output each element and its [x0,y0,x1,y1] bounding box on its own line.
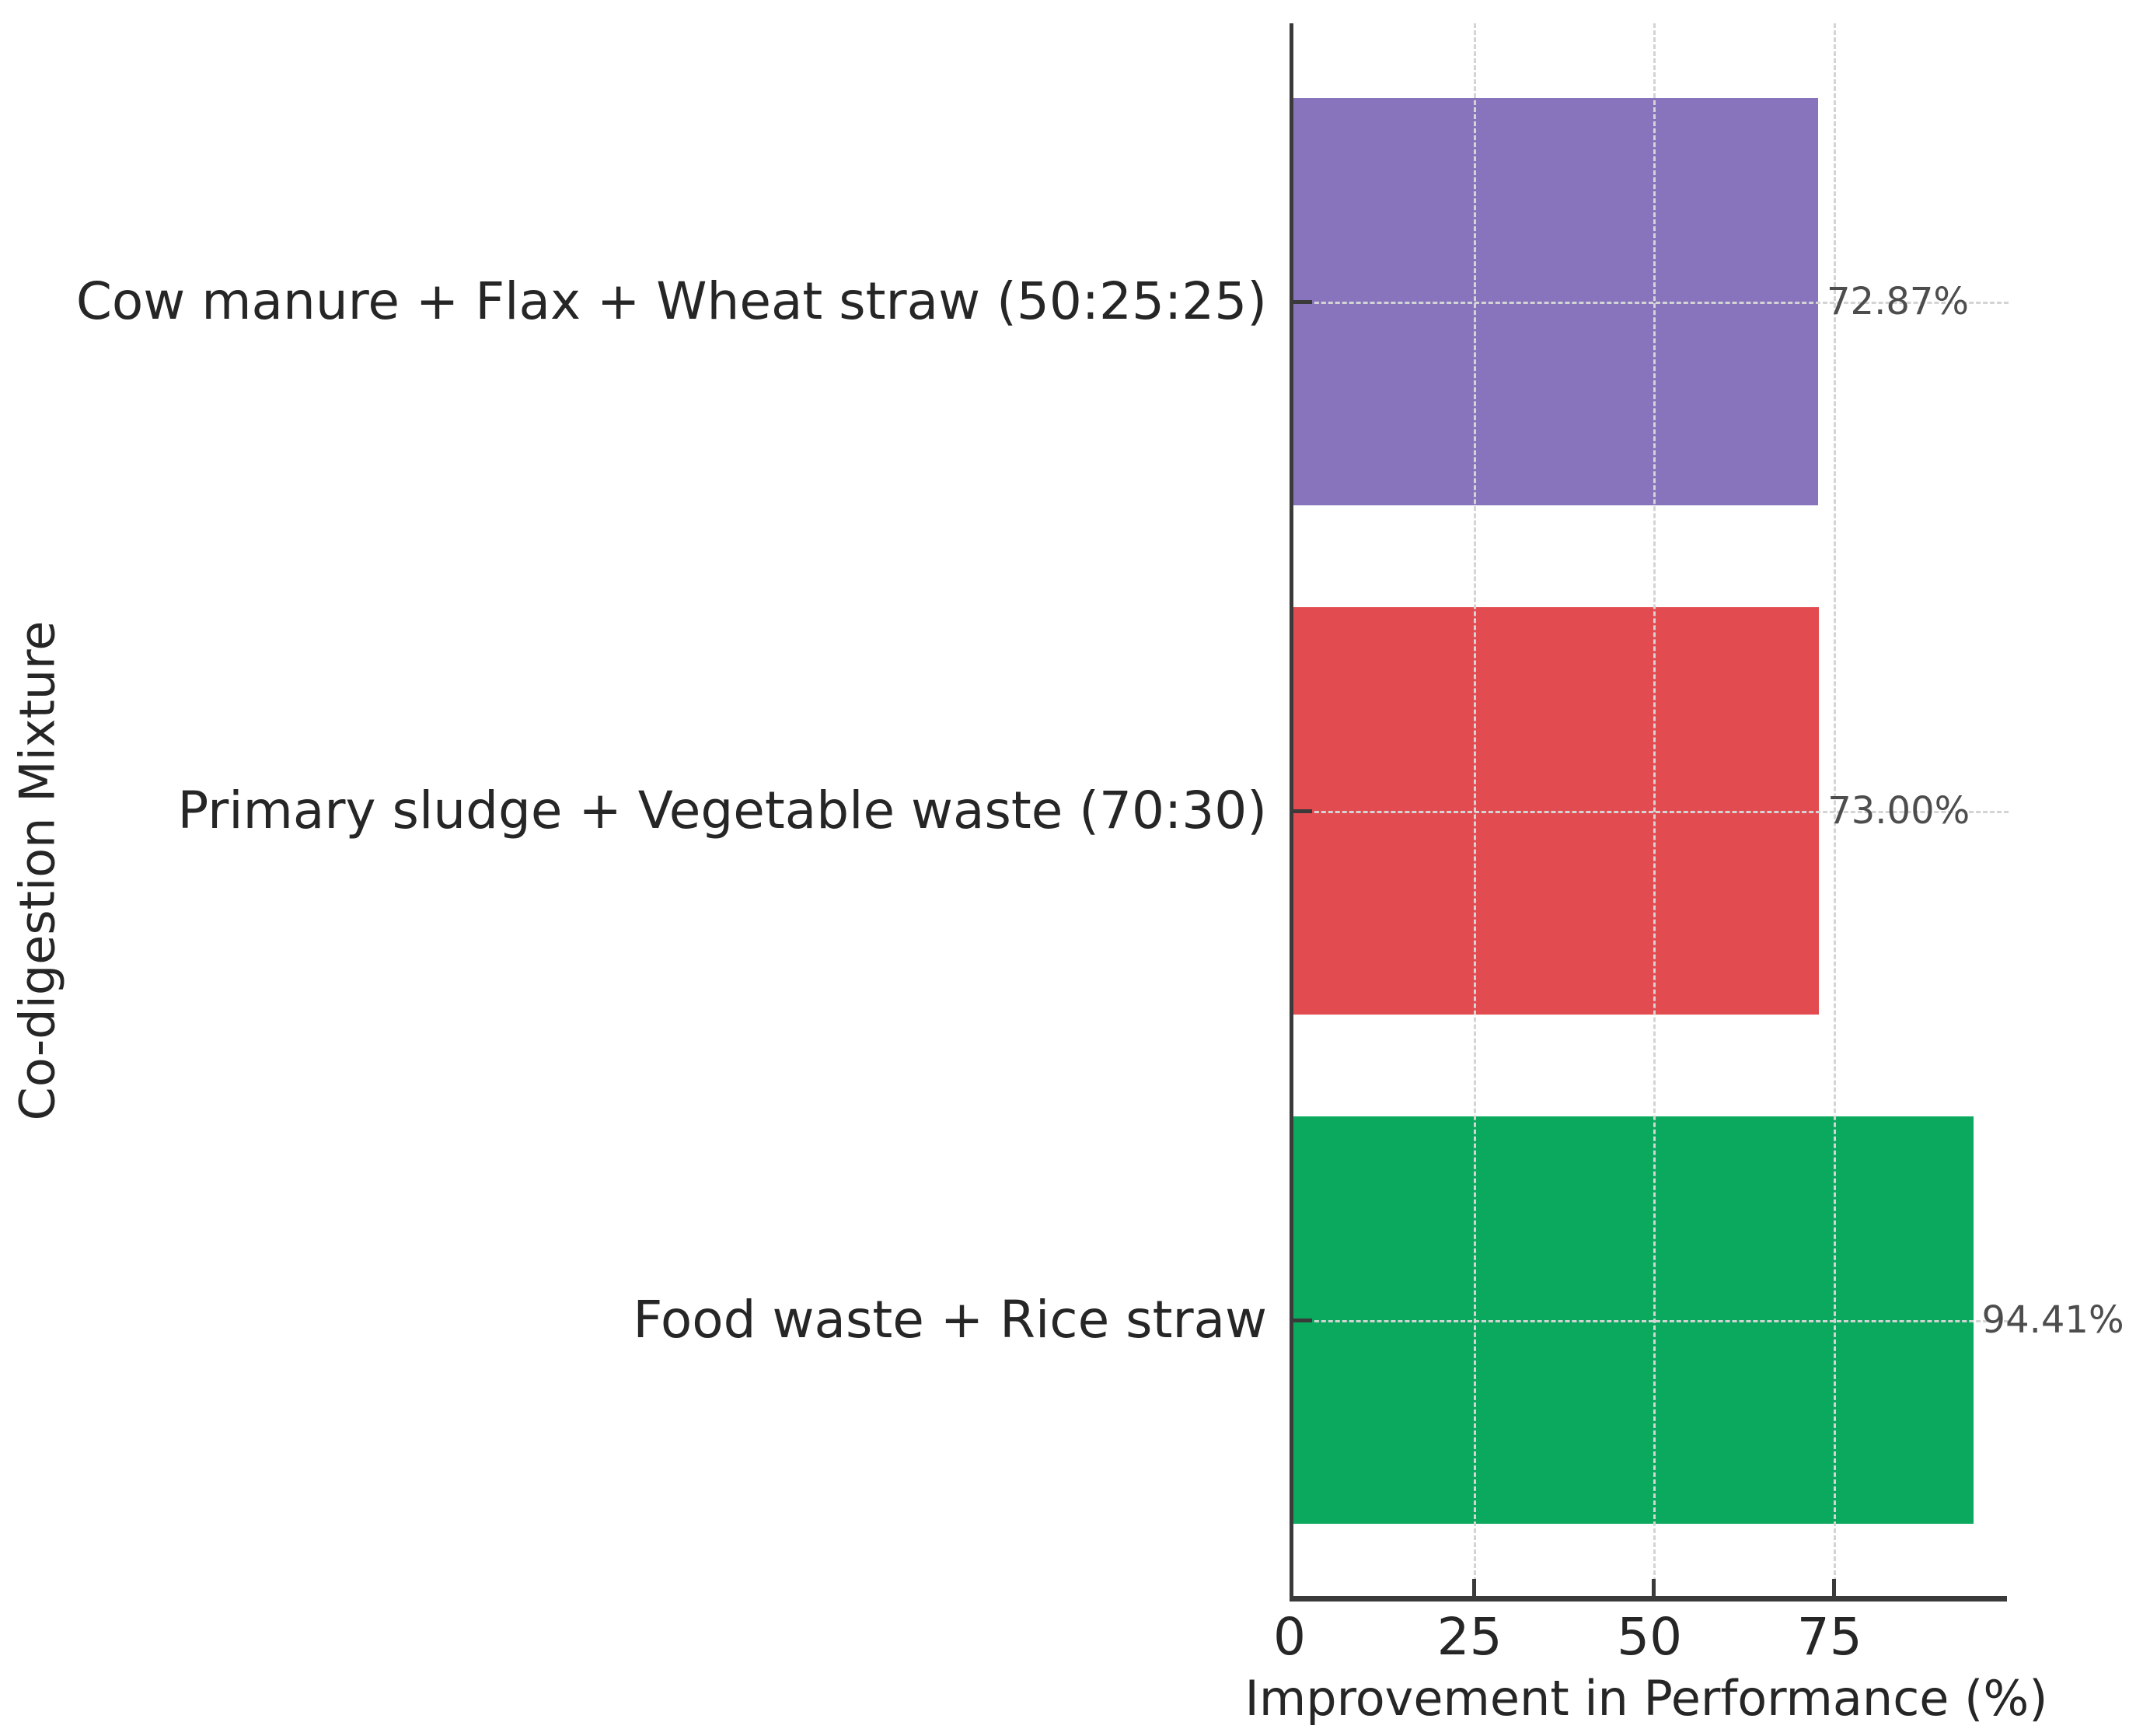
value-label-0: 72.87% [1827,280,1970,323]
value-label-1: 73.00% [1827,789,1970,833]
y-axis-label: Co-digestion Mixture [9,620,66,1121]
x-tick-label-0: 0 [1273,1607,1306,1667]
x-tick-label-25: 25 [1436,1607,1503,1667]
category-label-2: Food waste + Rice straw [633,1290,1267,1350]
y-gridline-0 [1293,302,2009,304]
y-gridline-2 [1293,1320,2009,1322]
x-tick-label-50: 50 [1617,1607,1683,1667]
category-label-0: Cow manure + Flax + Wheat straw (50:25:2… [75,271,1267,332]
x-tick-mark-25 [1471,1579,1476,1596]
value-label-2: 94.41% [1981,1298,2124,1342]
x-tick-mark-50 [1652,1579,1656,1596]
y-gridline-1 [1293,811,2009,813]
x-gridline-25 [1473,23,1476,1596]
y-tick-mark-0 [1293,300,1312,304]
category-label-1: Primary sludge + Vegetable waste (70:30) [177,781,1267,841]
y-tick-mark-2 [1293,1319,1312,1322]
plot-area [1290,23,2009,1602]
y-tick-mark-1 [1293,809,1312,813]
x-tick-label-75: 75 [1796,1607,1862,1667]
x-tick-mark-75 [1831,1579,1836,1596]
x-gridline-50 [1653,23,1656,1596]
x-gridline-75 [1833,23,1836,1596]
x-axis-label: Improvement in Performance (%) [1244,1670,2048,1727]
